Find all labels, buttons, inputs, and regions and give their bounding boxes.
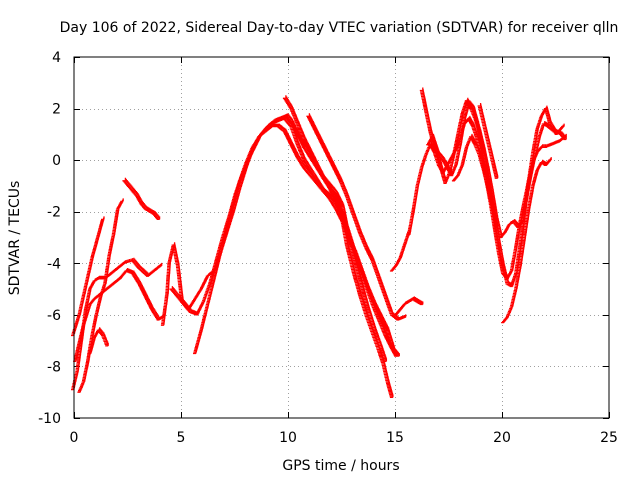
y-tick-label: -2 xyxy=(47,205,61,221)
data-series-track-17 xyxy=(451,133,499,228)
y-tick-label: 0 xyxy=(52,153,61,169)
data-layer xyxy=(71,87,567,399)
data-series-track-11 xyxy=(306,113,407,321)
data-series-track-13 xyxy=(394,296,424,316)
x-axis-label: GPS time / hours xyxy=(282,458,399,474)
data-series-track-5 xyxy=(88,327,109,355)
data-series-track-18 xyxy=(477,103,499,179)
grid xyxy=(74,57,609,418)
data-series-track-12 xyxy=(389,229,411,272)
plot-frame xyxy=(73,56,610,419)
x-tick-label: 15 xyxy=(386,430,404,446)
y-tick-label: 2 xyxy=(52,102,61,118)
y-tick-label: -6 xyxy=(47,308,61,324)
data-series-track-3 xyxy=(71,216,105,337)
x-tick-label: 20 xyxy=(493,430,511,446)
data-series-track-10 xyxy=(282,95,400,357)
data-series-track-2 xyxy=(73,268,165,362)
data-series-track-19 xyxy=(501,157,552,324)
chart-title: Day 106 of 2022, Sidereal Day-to-day VTE… xyxy=(60,20,619,36)
data-series-track-9 xyxy=(193,123,388,362)
y-tick-label: -4 xyxy=(47,256,61,272)
y-tick-label: -8 xyxy=(47,359,61,375)
x-tick-label: 25 xyxy=(600,430,618,446)
axis-ticks: 0 5 10 15 20 25 -10 -8 -6 -4 -2 0 2 4 xyxy=(38,50,618,446)
x-tick-label: 10 xyxy=(279,430,297,446)
x-tick-label: 5 xyxy=(177,430,186,446)
y-axis-label: SDTVAR / TECUs xyxy=(7,181,23,296)
x-tick-label: 0 xyxy=(70,430,79,446)
y-tick-label: 4 xyxy=(52,50,61,66)
data-series-track-6 xyxy=(122,177,161,221)
y-tick-label: -10 xyxy=(38,411,61,427)
